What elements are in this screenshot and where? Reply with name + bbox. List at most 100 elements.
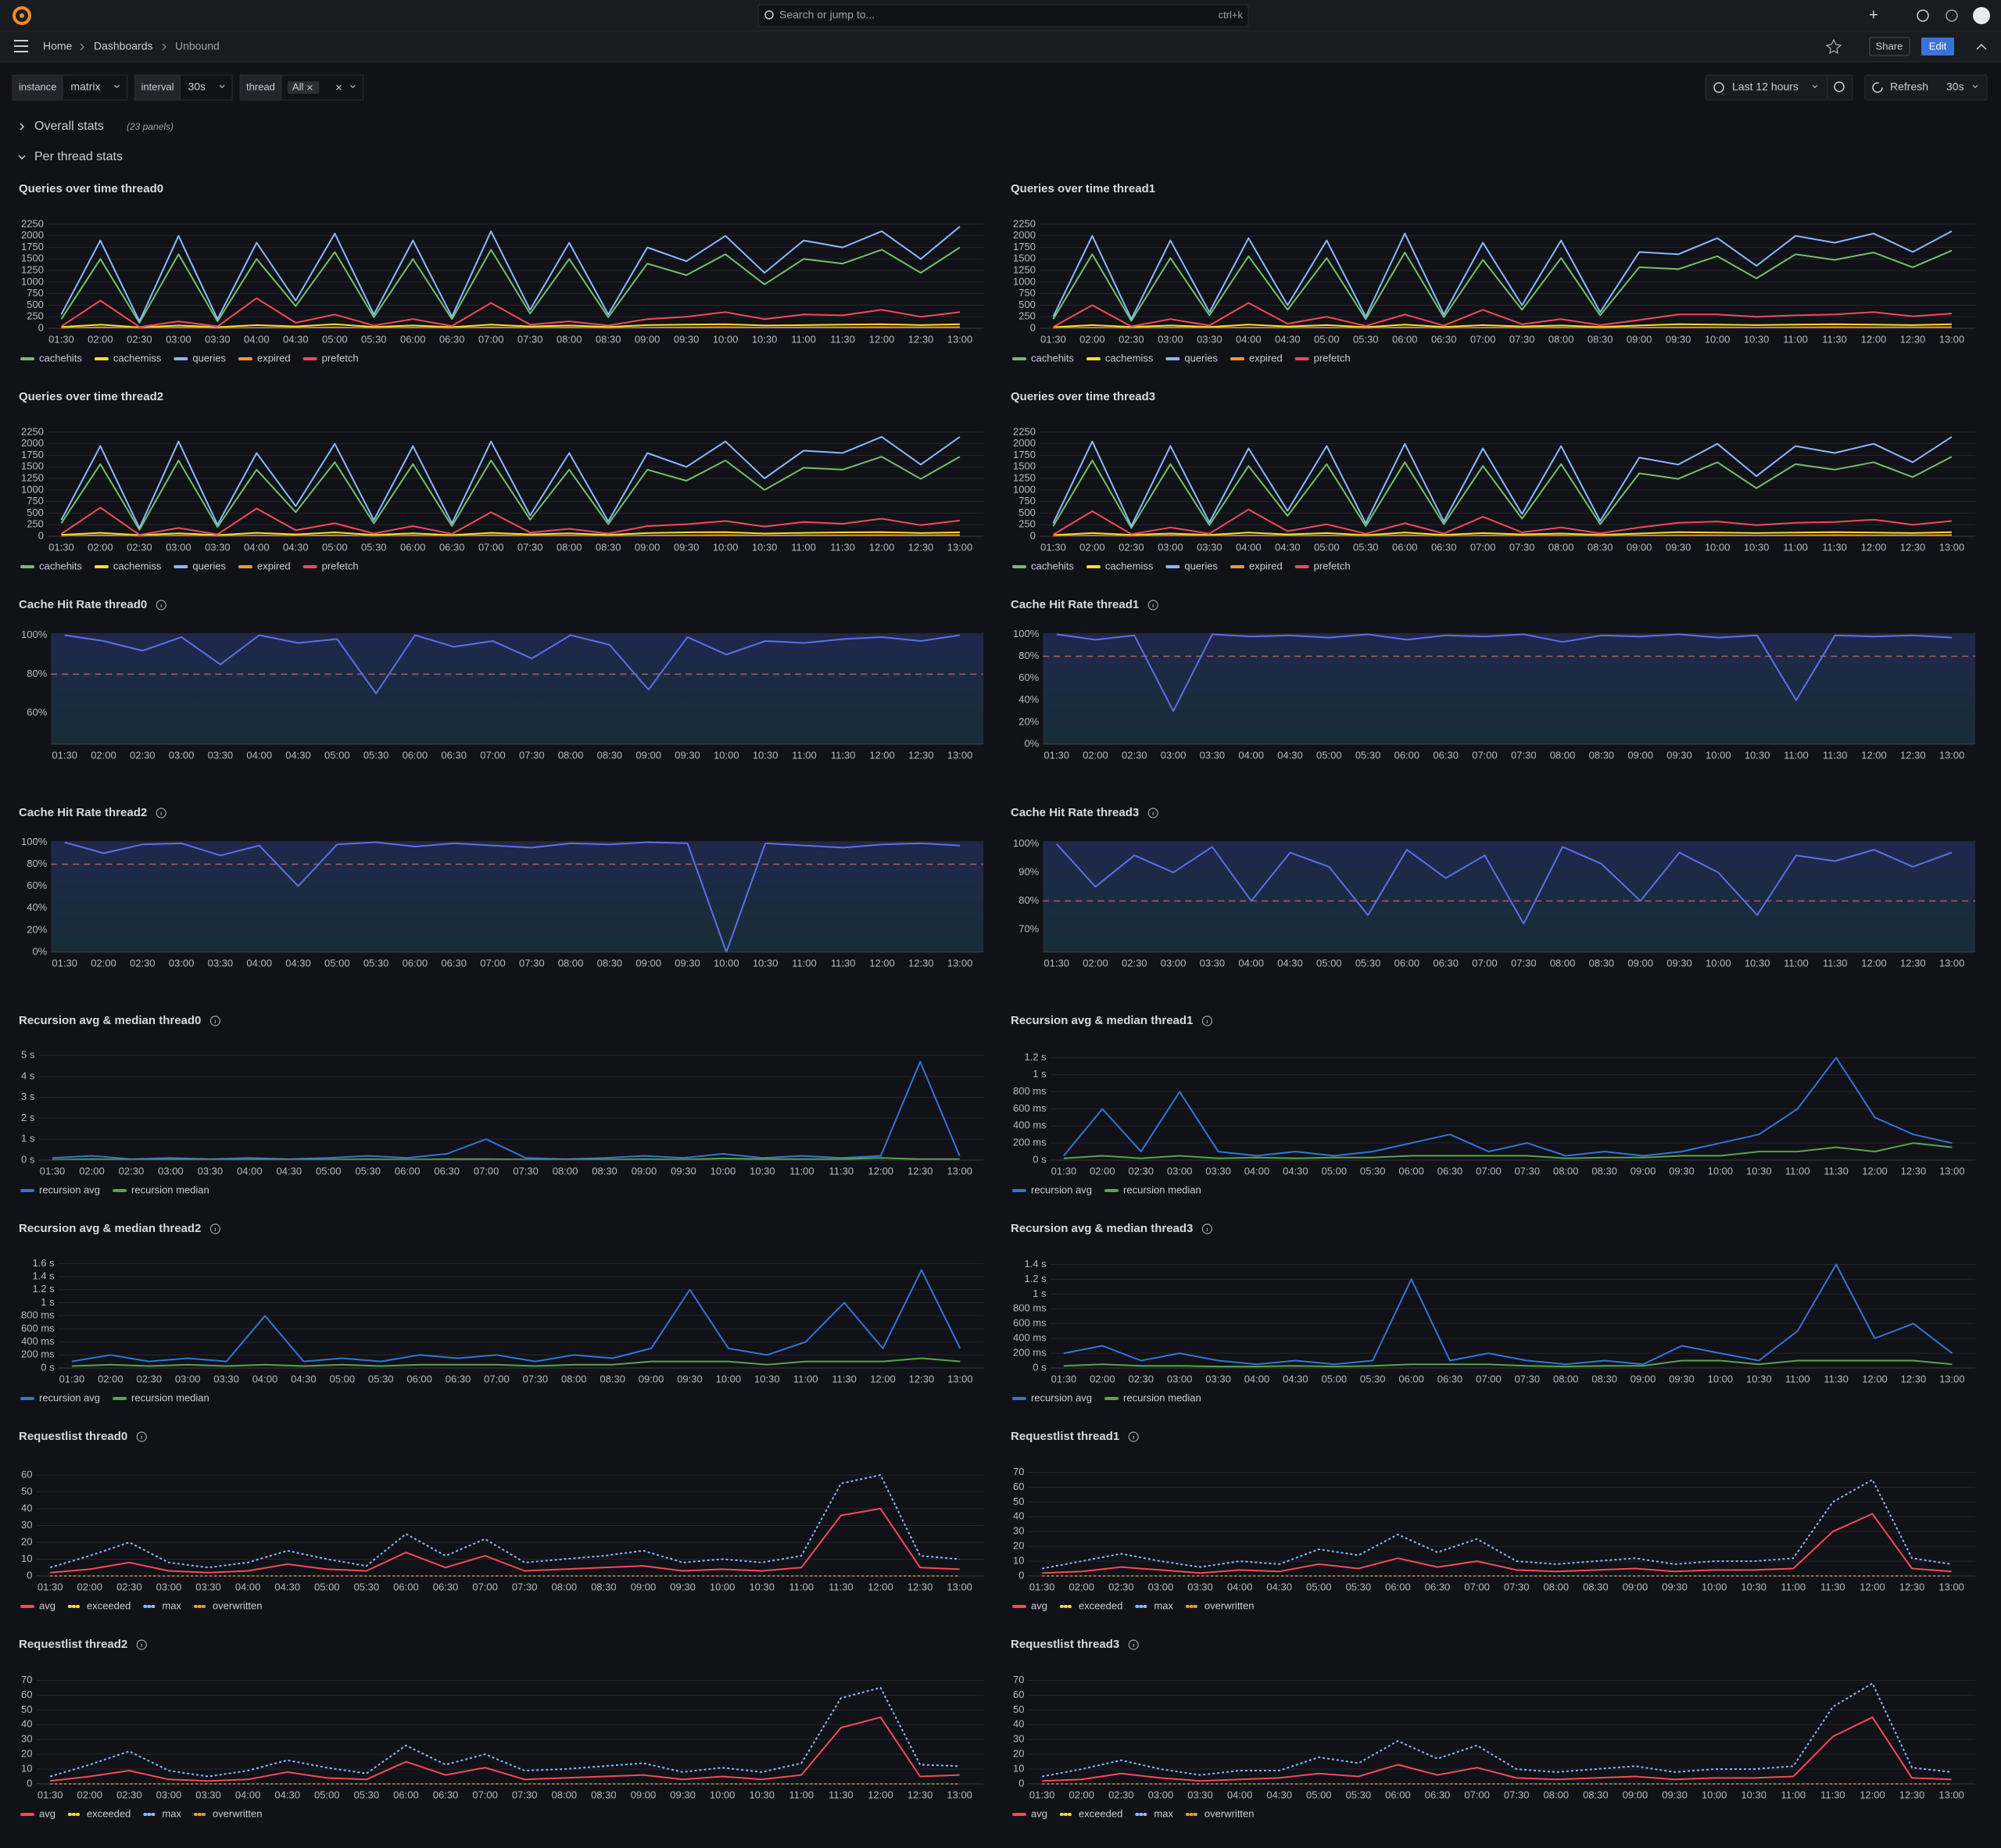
legend-label[interactable]: expired [1249,560,1283,571]
chip-remove[interactable] [307,84,313,91]
collapse-icon[interactable] [1976,43,1987,50]
y-tick-label: 2000 [21,229,44,241]
variable-select[interactable] [179,74,233,101]
legend-label[interactable]: avg [1031,1807,1047,1819]
x-tick-label: 07:00 [472,1581,498,1592]
logo[interactable] [13,6,31,25]
info-icon[interactable] [1128,1431,1139,1442]
x-tick-label: 02:30 [1119,541,1144,553]
legend-label[interactable]: max [1154,1599,1173,1611]
info-icon[interactable] [1128,1639,1139,1650]
legend-label[interactable]: expired [257,560,291,571]
y-tick-label: 1500 [1013,252,1036,264]
legend-label[interactable]: recursion median [131,1391,209,1403]
x-tick-label: 01:30 [1051,1165,1077,1176]
refresh-interval[interactable]: 30s [1946,81,1964,93]
info-icon[interactable] [209,1223,221,1234]
search-box[interactable] [757,4,1249,27]
x-tick-label: 03:00 [158,1165,184,1176]
legend-label[interactable]: overwritten [1205,1807,1255,1819]
legend-label[interactable]: cachehits [1031,560,1074,571]
legend-label[interactable]: exceeded [1079,1807,1122,1819]
legend-label[interactable]: recursion avg [1031,1391,1092,1403]
legend-label[interactable]: cachemiss [113,560,162,571]
x-tick-label: 01:30 [1029,1789,1055,1800]
legend-label[interactable]: cachemiss [1105,352,1154,364]
x-tick-label: 04:00 [1236,541,1262,553]
row-expand-icon[interactable] [20,123,25,131]
news-icon[interactable] [1946,9,1958,22]
info-icon[interactable] [136,1431,147,1442]
legend-label[interactable]: cachehits [39,352,82,364]
breadcrumb[interactable]: Home [43,40,73,52]
legend-label[interactable]: exceeded [87,1599,131,1611]
zoom-out-button[interactable] [1827,74,1853,101]
legend-label[interactable]: recursion avg [39,1184,100,1195]
refresh-button[interactable] [1864,74,1988,101]
share-button[interactable] [1869,37,1910,56]
edit-label: Edit [1929,40,1947,52]
legend-label[interactable]: prefetch [1314,560,1351,571]
add-icon[interactable]: + [1869,6,1878,23]
legend-label[interactable]: recursion median [1123,1391,1201,1403]
info-icon[interactable] [1147,600,1158,611]
legend-label[interactable]: max [162,1599,181,1611]
legend-label[interactable]: avg [39,1599,55,1611]
legend-label[interactable]: queries [1184,560,1218,571]
star-icon[interactable] [1825,38,1842,54]
row-collapse-icon[interactable] [18,155,26,160]
legend-label[interactable]: overwritten [1205,1599,1255,1611]
legend-label[interactable]: prefetch [322,352,359,364]
clear-icon[interactable] [336,84,342,91]
help-icon[interactable] [1917,9,1929,22]
avatar[interactable] [1973,7,1990,24]
legend-label[interactable]: exceeded [1079,1599,1122,1611]
info-icon[interactable] [209,1015,221,1026]
legend-label[interactable]: overwritten [213,1807,263,1819]
legend-label[interactable]: recursion avg [39,1391,100,1403]
y-tick-label: 100% [21,629,48,640]
panel-title: Queries over time thread2 [19,390,163,403]
legend-label[interactable]: recursion median [1123,1184,1201,1195]
legend-label[interactable]: queries [192,560,226,571]
legend-label[interactable]: cachemiss [1105,560,1154,571]
logo-dot [20,13,24,18]
legend-label[interactable]: max [1154,1807,1173,1819]
legend-label[interactable]: queries [1184,352,1218,364]
legend-label[interactable]: max [162,1807,181,1819]
legend-label[interactable]: queries [192,352,226,364]
info-icon[interactable] [156,600,166,611]
legend-label[interactable]: exceeded [87,1807,131,1819]
panel-title: Requestlist thread2 [19,1638,127,1651]
legend-label[interactable]: prefetch [322,560,359,571]
x-tick-label: 07:30 [512,1581,538,1592]
legend-label[interactable]: avg [1031,1599,1047,1611]
legend-label[interactable]: overwritten [213,1599,263,1611]
row-title[interactable]: Per thread stats [34,150,123,163]
legend-label[interactable]: recursion avg [1031,1184,1092,1195]
info-icon[interactable] [156,808,166,818]
info-icon[interactable] [1201,1015,1213,1026]
legend-label[interactable]: cachemiss [113,352,162,364]
x-tick-label: 07:30 [523,1373,549,1384]
legend-label[interactable]: expired [1249,352,1283,364]
info-icon[interactable] [136,1639,147,1650]
x-tick-label: 07:00 [1464,1789,1490,1800]
edit-button[interactable] [1921,38,1954,56]
legend-label[interactable]: recursion median [131,1184,209,1195]
row-title[interactable]: Overall stats [34,120,104,133]
x-tick-label: 08:00 [558,749,584,761]
legend-label[interactable]: cachehits [1031,352,1074,364]
info-icon[interactable] [1201,1223,1213,1234]
x-tick-label: 02:00 [1079,333,1105,345]
legend-label[interactable]: avg [39,1807,55,1819]
breadcrumb[interactable]: Dashboards [94,40,153,52]
info-icon[interactable] [1147,808,1158,818]
legend-label[interactable]: expired [257,352,291,364]
x-tick-label: 08:30 [1589,957,1615,969]
menu-icon[interactable] [14,40,28,52]
x-tick-label: 08:00 [558,957,584,969]
legend-label[interactable]: prefetch [1314,352,1351,364]
x-tick-label: 04:30 [1275,541,1301,553]
legend-label[interactable]: cachehits [39,560,82,571]
